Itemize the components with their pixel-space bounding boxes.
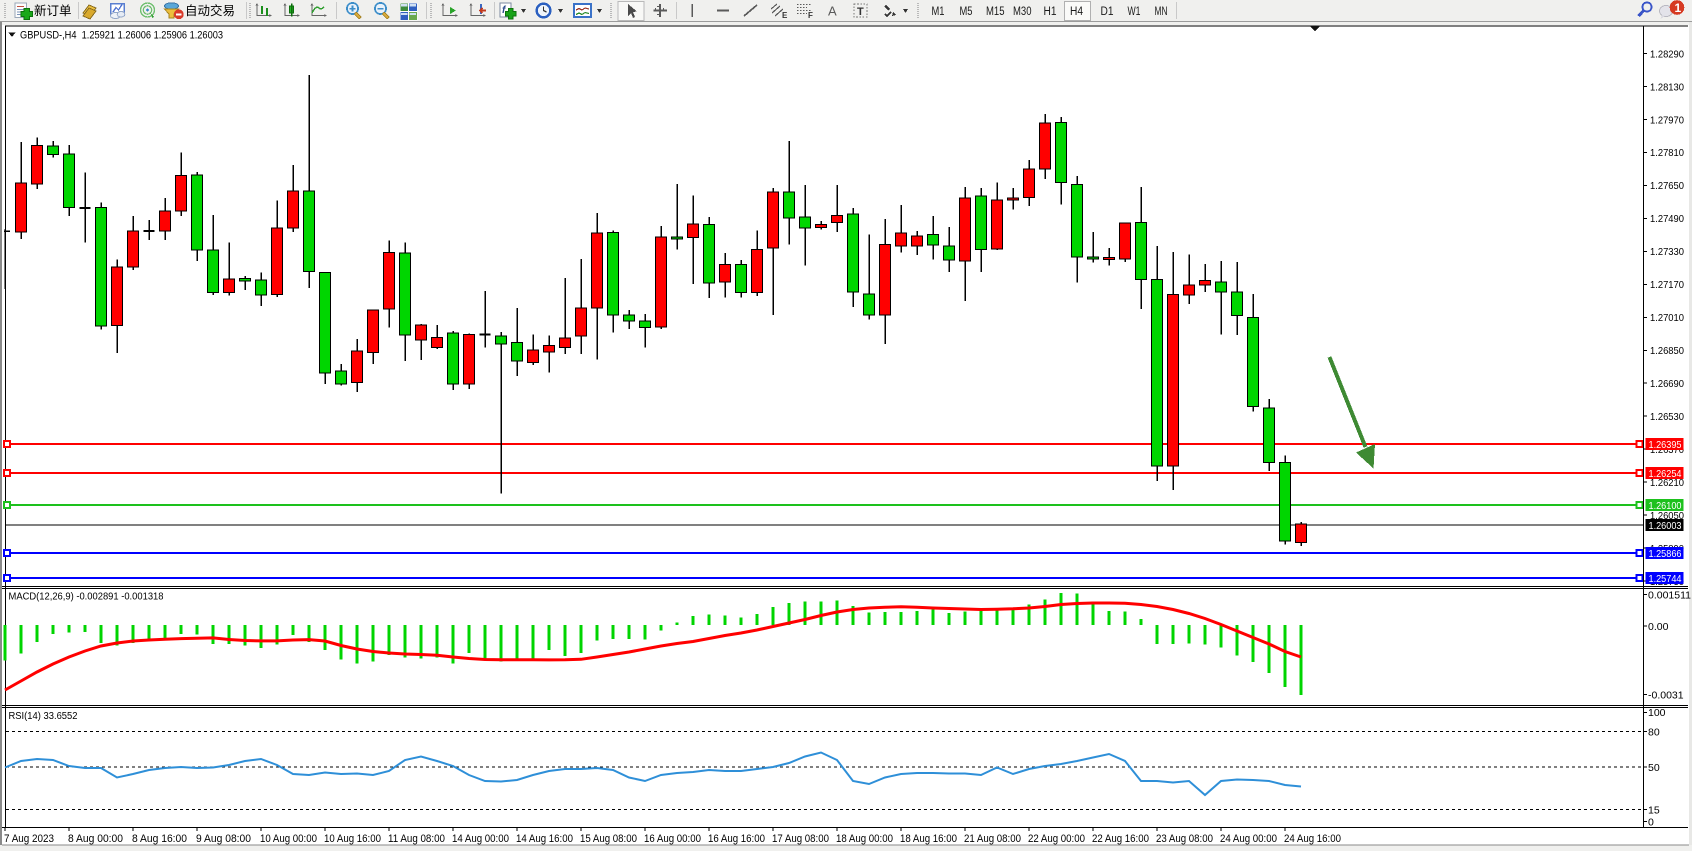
svg-text:1.27170: 1.27170	[1650, 279, 1684, 291]
svg-text:11 Aug 08:00: 11 Aug 08:00	[388, 833, 445, 845]
svg-text:21 Aug 08:00: 21 Aug 08:00	[964, 833, 1021, 845]
svg-text:15 Aug 08:00: 15 Aug 08:00	[580, 833, 637, 845]
svg-text:A: A	[828, 4, 837, 19]
svg-text:0.001511: 0.001511	[1648, 589, 1691, 601]
svg-text:1.25866: 1.25866	[1649, 548, 1682, 560]
svg-text:1.26050: 1.26050	[1650, 510, 1684, 522]
svg-text:0: 0	[1648, 816, 1654, 828]
svg-text:1.26210: 1.26210	[1650, 477, 1684, 489]
svg-text:MACD(12,26,9) -0.002891 -0.001: MACD(12,26,9) -0.002891 -0.001318	[9, 592, 164, 603]
svg-text:M30: M30	[1013, 6, 1032, 18]
svg-text:8 Aug 16:00: 8 Aug 16:00	[132, 833, 187, 845]
svg-text:16 Aug 16:00: 16 Aug 16:00	[708, 833, 765, 845]
svg-text:1: 1	[1675, 1, 1682, 15]
svg-text:MN: MN	[1155, 6, 1168, 18]
svg-text:17 Aug 08:00: 17 Aug 08:00	[772, 833, 829, 845]
svg-text:1.27490: 1.27490	[1650, 213, 1684, 225]
svg-text:22 Aug 00:00: 22 Aug 00:00	[1028, 833, 1085, 845]
svg-text:1.26395: 1.26395	[1649, 439, 1682, 451]
svg-text:80: 80	[1648, 726, 1660, 738]
svg-text:100: 100	[1648, 707, 1666, 719]
svg-text:1.26850: 1.26850	[1650, 345, 1684, 357]
svg-text:1.27650: 1.27650	[1650, 180, 1684, 192]
svg-text:f: f	[502, 5, 507, 16]
svg-text:15: 15	[1648, 805, 1660, 817]
svg-text:新订单: 新订单	[34, 3, 72, 18]
svg-text:1.26690: 1.26690	[1650, 378, 1684, 390]
svg-text:1.27330: 1.27330	[1650, 246, 1684, 258]
svg-text:1.28290: 1.28290	[1650, 48, 1684, 60]
svg-text:24 Aug 16:00: 24 Aug 16:00	[1284, 833, 1341, 845]
svg-text:50: 50	[1648, 762, 1660, 774]
svg-text:GBPUSD-,H4 1.25921 1.26006 1.: GBPUSD-,H4 1.25921 1.26006 1.25906 1.260…	[20, 30, 223, 42]
svg-text:M1: M1	[932, 6, 945, 18]
svg-text:24 Aug 00:00: 24 Aug 00:00	[1220, 833, 1277, 845]
svg-text:14 Aug 00:00: 14 Aug 00:00	[452, 833, 509, 845]
svg-text:自动交易: 自动交易	[185, 3, 235, 18]
svg-text:14 Aug 16:00: 14 Aug 16:00	[516, 833, 573, 845]
svg-text:10 Aug 00:00: 10 Aug 00:00	[260, 833, 317, 845]
svg-text:1.26003: 1.26003	[1649, 520, 1682, 532]
svg-text:F: F	[808, 11, 813, 20]
svg-text:1.26530: 1.26530	[1650, 411, 1684, 423]
svg-text:8 Aug 00:00: 8 Aug 00:00	[68, 833, 123, 845]
svg-text:10 Aug 16:00: 10 Aug 16:00	[324, 833, 381, 845]
svg-text:D1: D1	[1101, 6, 1114, 18]
svg-text:23 Aug 08:00: 23 Aug 08:00	[1156, 833, 1213, 845]
svg-text:RSI(14) 33.6552: RSI(14) 33.6552	[9, 711, 78, 722]
svg-text:E: E	[782, 11, 788, 20]
svg-text:M5: M5	[960, 6, 973, 18]
svg-text:M15: M15	[986, 6, 1005, 18]
svg-text:T: T	[857, 6, 864, 18]
svg-text:1.26254: 1.26254	[1649, 468, 1682, 480]
svg-text:18 Aug 00:00: 18 Aug 00:00	[836, 833, 893, 845]
svg-text:18 Aug 16:00: 18 Aug 16:00	[900, 833, 957, 845]
svg-text:22 Aug 16:00: 22 Aug 16:00	[1092, 833, 1149, 845]
svg-text:16 Aug 00:00: 16 Aug 00:00	[644, 833, 701, 845]
svg-text:0.00: 0.00	[1648, 621, 1669, 633]
svg-text:1.27970: 1.27970	[1650, 114, 1684, 126]
svg-text:1.27810: 1.27810	[1650, 147, 1684, 159]
svg-text:W1: W1	[1128, 6, 1141, 18]
svg-text:9 Aug 08:00: 9 Aug 08:00	[196, 833, 251, 845]
svg-text:1.27010: 1.27010	[1650, 312, 1684, 324]
svg-text:H4: H4	[1070, 6, 1084, 18]
svg-text:-0.0031: -0.0031	[1648, 689, 1684, 701]
svg-text:1.28130: 1.28130	[1650, 81, 1684, 93]
svg-text:7 Aug 2023: 7 Aug 2023	[4, 833, 54, 845]
svg-text:H1: H1	[1044, 6, 1057, 18]
svg-text:1.26100: 1.26100	[1649, 500, 1682, 512]
svg-text:1.25744: 1.25744	[1649, 573, 1682, 585]
